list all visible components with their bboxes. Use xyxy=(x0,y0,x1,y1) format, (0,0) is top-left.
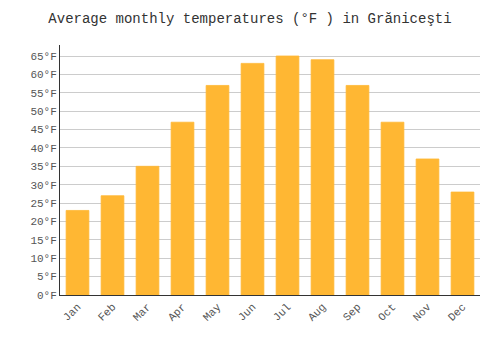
svg-text:Average monthly temperatures (: Average monthly temperatures (°F ) in Gr… xyxy=(48,11,451,27)
svg-text:Dec: Dec xyxy=(446,301,468,323)
svg-text:60°F: 60°F xyxy=(30,69,56,81)
svg-text:15°F: 15°F xyxy=(30,235,56,247)
svg-text:25°F: 25°F xyxy=(30,198,56,210)
svg-text:65°F: 65°F xyxy=(30,51,56,63)
svg-text:45°F: 45°F xyxy=(30,124,56,136)
svg-text:0°F: 0°F xyxy=(37,290,57,302)
svg-text:Apr: Apr xyxy=(166,301,188,323)
svg-text:20°F: 20°F xyxy=(30,216,56,228)
svg-text:Oct: Oct xyxy=(376,301,398,323)
svg-text:Nov: Nov xyxy=(411,301,434,324)
svg-text:Jul: Jul xyxy=(271,301,293,323)
svg-text:Sep: Sep xyxy=(341,301,363,323)
svg-text:35°F: 35°F xyxy=(30,161,56,173)
svg-text:Aug: Aug xyxy=(306,301,328,323)
svg-text:Jun: Jun xyxy=(236,301,258,323)
svg-text:50°F: 50°F xyxy=(30,106,56,118)
svg-text:May: May xyxy=(201,301,224,324)
svg-text:10°F: 10°F xyxy=(30,253,56,265)
svg-text:40°F: 40°F xyxy=(30,143,56,155)
svg-text:55°F: 55°F xyxy=(30,88,56,100)
svg-text:Jan: Jan xyxy=(61,301,83,323)
svg-text:30°F: 30°F xyxy=(30,180,56,192)
svg-text:Feb: Feb xyxy=(96,301,118,323)
svg-text:5°F: 5°F xyxy=(37,271,57,283)
svg-text:Mar: Mar xyxy=(131,301,153,323)
